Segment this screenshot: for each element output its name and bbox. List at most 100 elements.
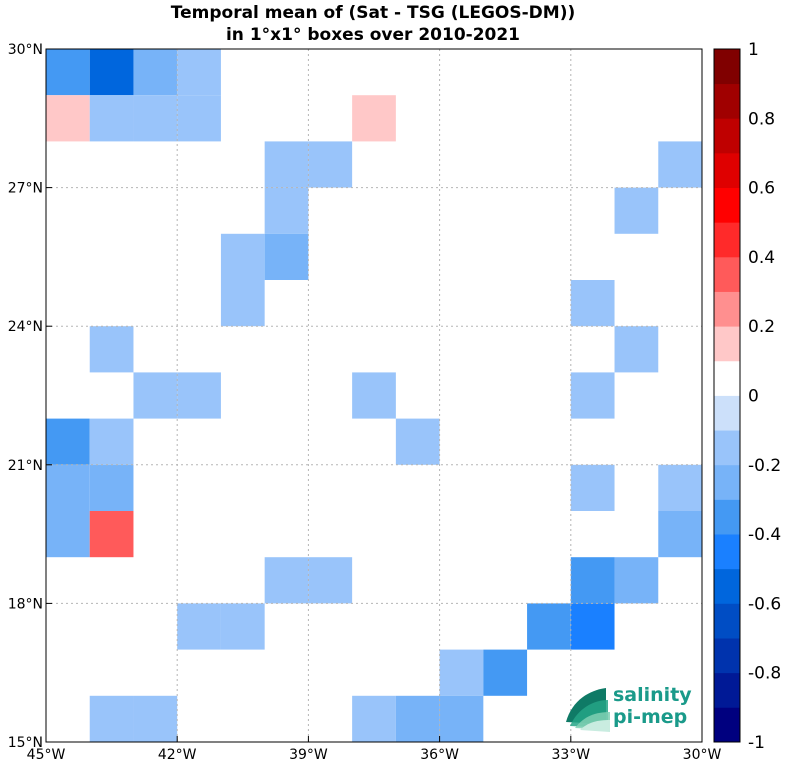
colorbar: 1 0.8 0.6 0.4 0.2 0 -0.2 -0.4 -0.6 -0.8 -1 — [713, 40, 781, 753]
y-tick-label: 30°N — [8, 42, 43, 58]
colorbar-swatch — [714, 430, 740, 466]
logo-text-salinity: salinity — [613, 684, 692, 706]
heatmap-cell — [570, 372, 615, 419]
heatmap-cell — [133, 372, 178, 419]
colorbar-frame — [713, 48, 741, 743]
heatmap-cell — [46, 95, 90, 142]
colorbar-tick-label: -0.4 — [748, 525, 781, 545]
colorbar-swatch — [714, 707, 740, 743]
heatmap-cell — [46, 418, 90, 465]
x-axis-ticks: 45°W 42°W 39°W 36°W 33°W 30°W — [27, 736, 721, 763]
x-tick-label: 39°W — [289, 747, 328, 763]
heatmap-cell — [177, 372, 221, 419]
heatmap-cell — [614, 187, 659, 234]
heatmap-cell — [439, 649, 484, 696]
heatmap-cell — [308, 557, 353, 604]
heatmap-cell — [570, 603, 615, 650]
y-axis-ticks: 15°N 18°N 21°N 24°N 27°N 30°N — [8, 42, 52, 751]
colorbar-tick-label: 0.4 — [748, 248, 775, 268]
plot-frame — [45, 48, 703, 743]
heatmap-cell — [46, 464, 90, 511]
heatmap-cell — [46, 49, 90, 96]
colorbar-swatch — [714, 83, 740, 119]
colorbar-swatch — [714, 222, 740, 258]
salinity-pi-mep-logo: salinity pi-mep — [566, 684, 692, 732]
heatmap-cell — [352, 372, 396, 419]
colorbar-swatch — [714, 326, 740, 362]
y-tick-label: 27°N — [8, 181, 43, 197]
colorbar-swatch — [714, 638, 740, 674]
heatmap-cell — [89, 464, 134, 511]
chart-subtitle: in 1°x1° boxes over 2010-2021 — [226, 25, 520, 45]
y-tick-label: 18°N — [8, 596, 43, 612]
heatmap-cell — [570, 280, 615, 327]
heatmap-cell — [133, 95, 178, 142]
colorbar-swatches — [714, 49, 740, 743]
logo-text-pi-mep: pi-mep — [613, 706, 687, 728]
colorbar-tick-label: 1 — [748, 40, 759, 60]
grid-lines — [46, 49, 702, 742]
colorbar-swatch — [714, 568, 740, 604]
heatmap-cell — [264, 141, 309, 188]
colorbar-tick-label: -0.8 — [748, 664, 781, 684]
heatmap-cell — [570, 464, 615, 511]
colorbar-tick-label: -0.6 — [748, 594, 781, 614]
y-tick-label: 24°N — [8, 319, 43, 335]
heatmap-cell — [352, 95, 396, 142]
y-tick-label: 21°N — [8, 458, 43, 474]
colorbar-tick-label: 0 — [748, 387, 759, 407]
heatmap-cell — [133, 49, 178, 96]
heatmap-cell — [89, 511, 134, 558]
heatmap-cell — [658, 511, 702, 558]
colorbar-swatch — [714, 49, 740, 85]
colorbar-swatch — [714, 499, 740, 535]
colorbar-swatch — [714, 395, 740, 431]
heatmap-cell — [527, 603, 571, 650]
x-tick-label: 42°W — [158, 747, 197, 763]
colorbar-swatch — [714, 672, 740, 708]
colorbar-swatch — [714, 118, 740, 154]
colorbar-tick-label: -1 — [748, 733, 765, 753]
heatmap-cell — [614, 326, 659, 373]
colorbar-swatch — [714, 360, 740, 396]
heatmap-cell — [658, 141, 702, 188]
x-tick-label: 36°W — [420, 747, 459, 763]
heatmap-cell — [177, 603, 221, 650]
heatmap-cell — [264, 187, 309, 234]
heatmap-cell — [439, 695, 484, 742]
heatmap-cell — [89, 418, 134, 465]
colorbar-tick-label: 0.6 — [748, 179, 775, 199]
heatmap-cell — [46, 511, 90, 558]
heatmap-cell — [220, 603, 265, 650]
heatmap-cell — [395, 695, 440, 742]
heatmap-cell — [177, 95, 221, 142]
heatmap-cell — [89, 695, 134, 742]
colorbar-swatch — [714, 291, 740, 327]
heatmap-cell — [352, 695, 396, 742]
x-tick-label: 45°W — [27, 747, 66, 763]
heatmap-cell — [264, 233, 309, 280]
heatmap-cell — [177, 49, 221, 96]
y-tick-label: 15°N — [8, 735, 43, 751]
heatmap-cells — [46, 49, 702, 742]
heatmap-cell — [308, 141, 353, 188]
heatmap-cell — [89, 326, 134, 373]
heatmap-cell — [395, 418, 440, 465]
colorbar-tick-label: 0.8 — [748, 109, 775, 129]
colorbar-swatch — [714, 152, 740, 188]
colorbar-labels: 1 0.8 0.6 0.4 0.2 0 -0.2 -0.4 -0.6 -0.8 -1 — [748, 40, 781, 753]
x-tick-label: 33°W — [551, 747, 590, 763]
colorbar-swatch — [714, 187, 740, 223]
colorbar-tick-label: 0.2 — [748, 317, 775, 337]
chart-title: Temporal mean of (Sat - TSG (LEGOS-DM)) — [171, 3, 575, 23]
heatmap-cell — [570, 557, 615, 604]
heatmap-cell — [483, 649, 528, 696]
heatmap-cell — [133, 695, 178, 742]
colorbar-swatch — [714, 603, 740, 639]
logo-wave-icon — [566, 688, 610, 732]
heatmap-cell — [220, 280, 265, 327]
colorbar-swatch — [714, 464, 740, 500]
colorbar-swatch — [714, 256, 740, 292]
heatmap-cell — [220, 233, 265, 280]
